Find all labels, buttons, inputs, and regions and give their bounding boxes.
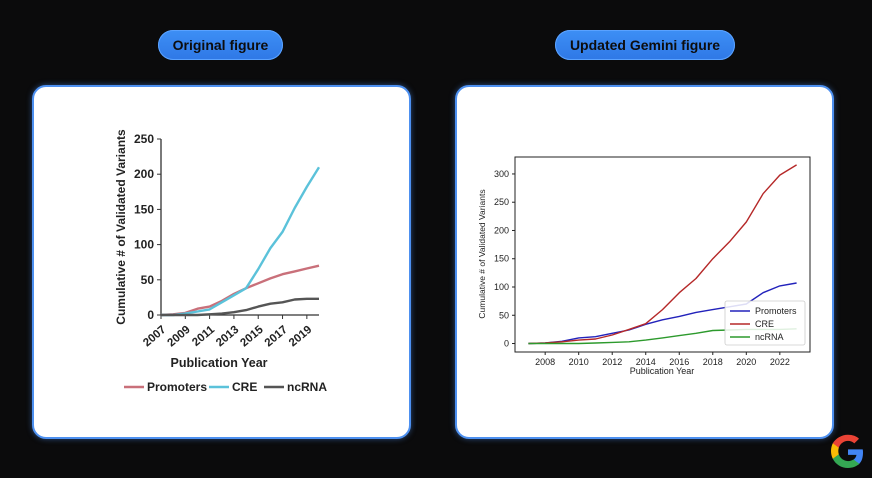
x-tick-label: 2022 — [770, 357, 790, 367]
x-tick-label: 2009 — [165, 324, 192, 350]
x-tick-label: 2011 — [190, 323, 217, 349]
y-axis-label: Cumulative # of Validated Variants — [114, 129, 128, 325]
series-line-promoters — [160, 264, 320, 317]
y-tick-label: 50 — [499, 310, 509, 320]
legend-label-cre: CRE — [755, 319, 774, 329]
series-line-cre — [528, 164, 797, 345]
x-tick-label: 2015 — [238, 323, 266, 349]
series-line-cre — [161, 166, 321, 317]
y-tick-label: 50 — [141, 273, 155, 287]
series-line-promoters — [528, 282, 797, 345]
legend-label-ncrna: ncRNA — [287, 380, 327, 394]
x-tick-label: 2019 — [287, 324, 314, 350]
x-tick-label: 2014 — [636, 357, 656, 367]
y-tick-label: 200 — [494, 225, 509, 235]
legend-box — [724, 300, 806, 346]
x-axis-label: Publication Year — [630, 366, 695, 376]
original-figure-label: Original figure — [158, 30, 283, 60]
x-tick-label: 2018 — [703, 357, 723, 367]
updated-chart: 0 50 100 150 200 250 300 2008 2010 2012 2014 2016 20… — [477, 156, 811, 376]
x-tick-label: 2012 — [602, 357, 622, 367]
x-tick-label: 2007 — [141, 324, 168, 350]
y-tick-label: 150 — [494, 254, 509, 264]
series-line-ncrna — [161, 297, 319, 317]
updated-figure-label: Updated Gemini figure — [555, 30, 735, 60]
legend-label-cre: CRE — [232, 380, 257, 394]
x-tick-label: 2017 — [263, 324, 290, 350]
y-tick-label: 250 — [134, 132, 154, 146]
y-tick-label: 0 — [147, 308, 154, 322]
x-tick-label: 2010 — [569, 357, 589, 367]
y-axis-label: Cumulative # of Validated Variants — [477, 189, 487, 318]
x-axis-label: Publication Year — [170, 356, 267, 370]
x-tick-label: 2013 — [214, 324, 241, 350]
y-tick-label: 300 — [494, 169, 509, 179]
legend-label-ncrna: ncRNA — [755, 332, 784, 342]
x-tick-label: 2008 — [535, 357, 555, 367]
y-tick-label: 100 — [134, 238, 154, 252]
y-tick-label: 250 — [494, 197, 509, 207]
y-tick-label: 200 — [134, 167, 154, 181]
original-figure-panel: 0 50 100 150 200 250 2007 2009 2011 2013 2015 2017 2… — [32, 85, 411, 439]
original-chart: 0 50 100 150 200 250 2007200920112013201520172… — [114, 129, 327, 394]
legend-label-promoters: Promoters — [755, 306, 797, 316]
x-tick-label: 2016 — [669, 357, 689, 367]
y-tick-label: 150 — [134, 202, 154, 216]
updated-figure-panel: 0 50 100 150 200 250 300 2008 2010 2012 2014 2016 20… — [455, 85, 834, 439]
legend-label-promoters: Promoters — [147, 380, 207, 394]
y-tick-label: 100 — [494, 282, 509, 292]
google-logo — [831, 434, 863, 468]
y-tick-label: 0 — [504, 339, 509, 349]
x-tick-label: 2020 — [736, 357, 756, 367]
plot-frame — [514, 156, 811, 353]
